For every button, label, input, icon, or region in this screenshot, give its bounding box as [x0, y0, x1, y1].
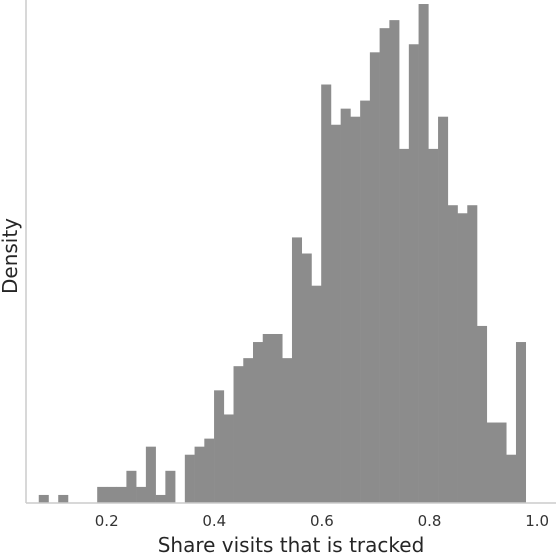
histogram-bar [330, 124, 341, 504]
histogram-bars [38, 4, 527, 504]
histogram-bar [106, 486, 117, 503]
histogram-bar [214, 390, 225, 503]
histogram-bar [282, 358, 293, 503]
histogram-bar [399, 148, 410, 503]
histogram-bar [340, 108, 351, 504]
histogram-bar [496, 422, 507, 503]
histogram-bar [243, 358, 254, 503]
histogram-bar [515, 342, 527, 503]
histogram-bar [301, 253, 312, 503]
histogram-bar [418, 4, 429, 504]
histogram-bar [457, 213, 468, 503]
histogram-bar [145, 446, 156, 503]
histogram-bar [379, 28, 390, 503]
histogram-bar [360, 100, 371, 503]
histogram-bar [447, 205, 458, 503]
histogram-bar [165, 470, 176, 503]
histogram-bar [311, 285, 322, 503]
histogram-bar [291, 237, 303, 504]
histogram-bar [272, 333, 283, 503]
histogram-bar [467, 205, 478, 503]
histogram-bar [126, 470, 137, 503]
x-tick-label: 1.0 [525, 512, 549, 530]
x-axis-title: Share visits that is tracked [158, 533, 425, 556]
histogram-bar [223, 414, 234, 503]
histogram-bar [194, 446, 205, 503]
y-axis-title: Density [0, 218, 22, 294]
histogram-bar [408, 44, 419, 503]
histogram-bar [350, 116, 361, 503]
histogram-bar [58, 494, 69, 503]
histogram-bar [428, 148, 439, 503]
histogram-bar [506, 454, 517, 503]
histogram-bar [97, 486, 108, 503]
histogram-bar [262, 333, 273, 503]
histogram-bar [477, 325, 488, 503]
histogram-bar [184, 454, 195, 503]
histogram-bar [204, 438, 215, 503]
histogram-bar [486, 422, 497, 503]
x-tick-label: 0.6 [310, 512, 334, 530]
histogram-bar [233, 366, 244, 503]
histogram-bar [438, 116, 449, 503]
histogram-bar [369, 52, 380, 504]
histogram-bar [155, 494, 166, 503]
histogram-bar [389, 20, 400, 504]
histogram-bar [116, 486, 127, 503]
x-tick-label: 0.8 [418, 512, 442, 530]
x-tick-labels: 0.2 0.4 0.6 0.8 1.0 [95, 512, 549, 530]
x-tick-label: 0.2 [95, 512, 119, 530]
histogram-bar [253, 342, 264, 503]
histogram-bar [321, 84, 332, 503]
x-tick-label: 0.4 [202, 512, 226, 530]
histogram-bar [136, 486, 147, 503]
histogram-bar [38, 494, 49, 503]
